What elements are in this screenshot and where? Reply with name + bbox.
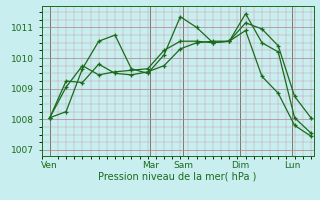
X-axis label: Pression niveau de la mer( hPa ): Pression niveau de la mer( hPa ) [99, 171, 257, 181]
